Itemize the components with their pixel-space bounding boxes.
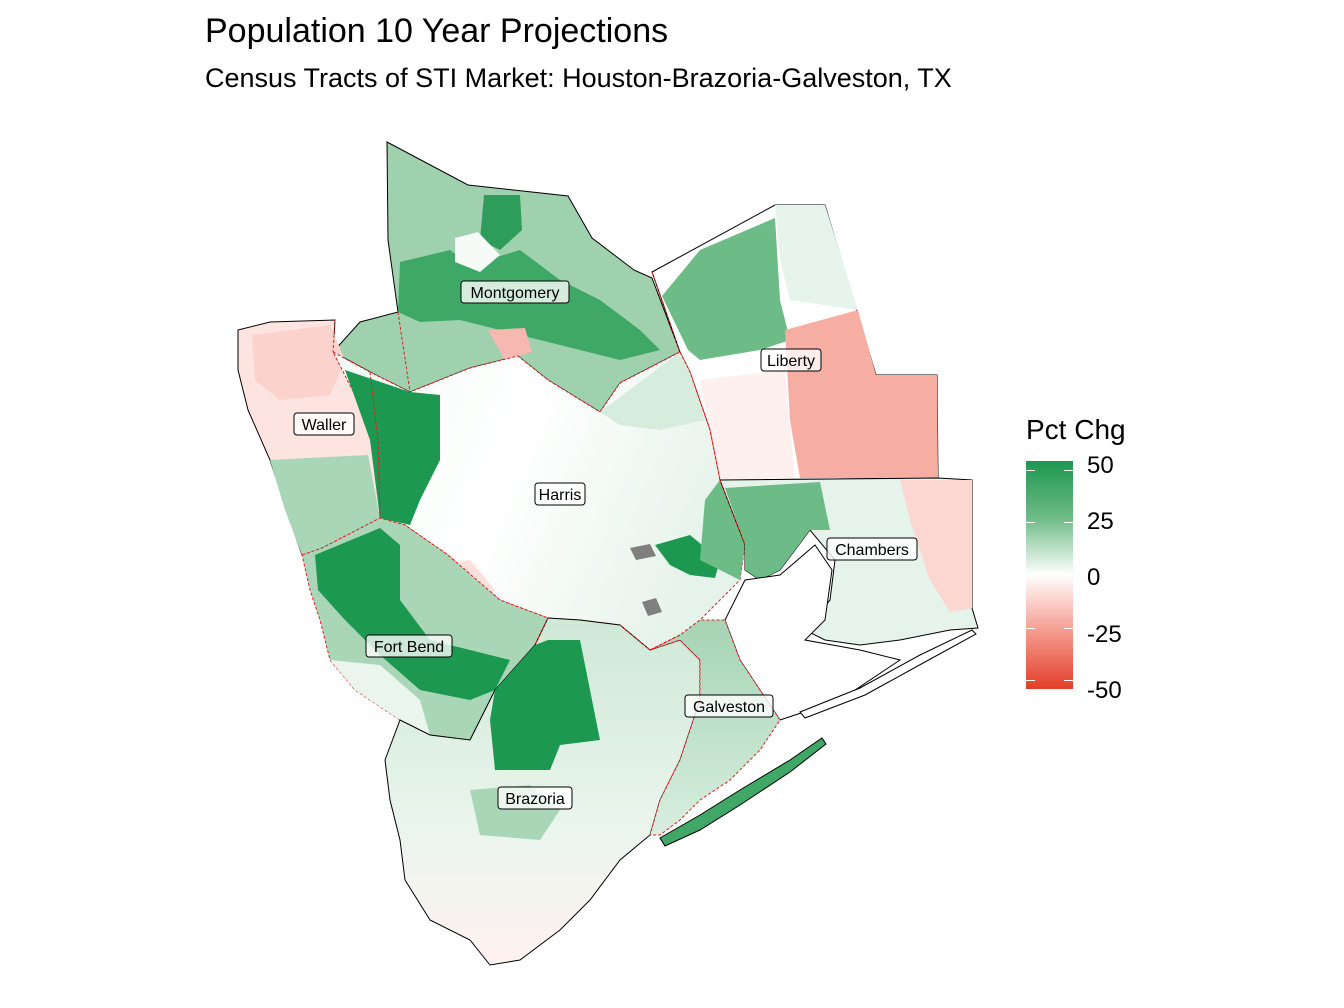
legend-tick-mark <box>1026 470 1073 471</box>
legend-colorbar <box>1026 461 1073 689</box>
county-label-text: Fort Bend <box>374 639 444 656</box>
tract-montgomery-north <box>480 195 522 250</box>
legend-tick-mark <box>1026 680 1073 681</box>
bolivar-peninsula <box>799 629 977 719</box>
legend-tick-label: -25 <box>1087 621 1122 648</box>
legend-tick-mark <box>1026 522 1073 523</box>
county-chambers <box>719 477 979 646</box>
tract-liberty-ne <box>775 205 858 310</box>
county-label-chambers: Chambers <box>826 537 918 561</box>
legend-tick-label: 50 <box>1087 452 1114 479</box>
legend-tick-label: 25 <box>1087 508 1114 535</box>
color-legend: Pct Chg 50 25 0 -25 -50 <box>1026 414 1186 714</box>
tract-waller-pink <box>252 325 345 400</box>
tract-liberty-pale <box>700 370 795 480</box>
county-label-galveston: Galveston <box>684 694 774 718</box>
county-waller <box>237 319 381 556</box>
legend-tick-mark <box>1026 628 1073 629</box>
county-liberty <box>651 204 939 481</box>
county-label-montgomery: Montgomery <box>460 280 570 304</box>
tract-waller-south <box>270 455 380 555</box>
tract-liberty-green <box>662 218 790 360</box>
map-title: Population 10 Year Projections <box>205 12 669 50</box>
legend-tick-label: -50 <box>1087 677 1122 704</box>
county-label-text: Chambers <box>835 542 909 559</box>
county-montgomery <box>332 141 681 413</box>
map-subtitle: Census Tracts of STI Market: Houston-Bra… <box>205 63 952 93</box>
galveston-island <box>659 737 827 847</box>
tract-chambers-east <box>900 480 972 612</box>
tract-harris-missing-1 <box>630 544 656 560</box>
tract-liberty-red <box>785 310 938 478</box>
tract-chambers-west <box>725 482 830 580</box>
tract-montgomery-pink <box>488 328 532 360</box>
county-label-waller: Waller <box>293 412 355 436</box>
tract-brazoria-dark <box>490 640 600 770</box>
tract-montgomery-core <box>398 250 660 360</box>
county-label-brazoria: Brazoria <box>497 786 573 810</box>
county-label-text: Galveston <box>693 699 765 716</box>
tract-harris-missing-2 <box>642 598 662 616</box>
legend-tick-mark <box>1026 575 1073 576</box>
county-fort-bend <box>301 517 549 741</box>
legend-tick-label: 0 <box>1087 564 1101 591</box>
tract-fort-bend-pale <box>330 660 430 735</box>
county-label-fort-bend: Fort Bend <box>365 634 453 658</box>
county-label-text: Harris <box>539 487 582 504</box>
tract-harris-west-green <box>345 370 440 525</box>
county-label-text: Liberty <box>767 353 815 370</box>
tract-harris-se-green <box>700 480 745 580</box>
county-boundaries <box>332 271 746 651</box>
tract-fort-bend-dark <box>315 528 510 700</box>
county-label-text: Brazoria <box>505 791 565 808</box>
legend-title: Pct Chg <box>1026 414 1126 445</box>
county-label-text: Waller <box>302 417 347 434</box>
county-label-text: Montgomery <box>471 285 560 302</box>
tract-harris-north-green <box>600 352 705 430</box>
county-label-harris: Harris <box>534 482 586 506</box>
tract-harris-east-green <box>655 535 720 578</box>
tract-montgomery-white <box>455 232 500 272</box>
county-label-liberty: Liberty <box>760 348 822 372</box>
